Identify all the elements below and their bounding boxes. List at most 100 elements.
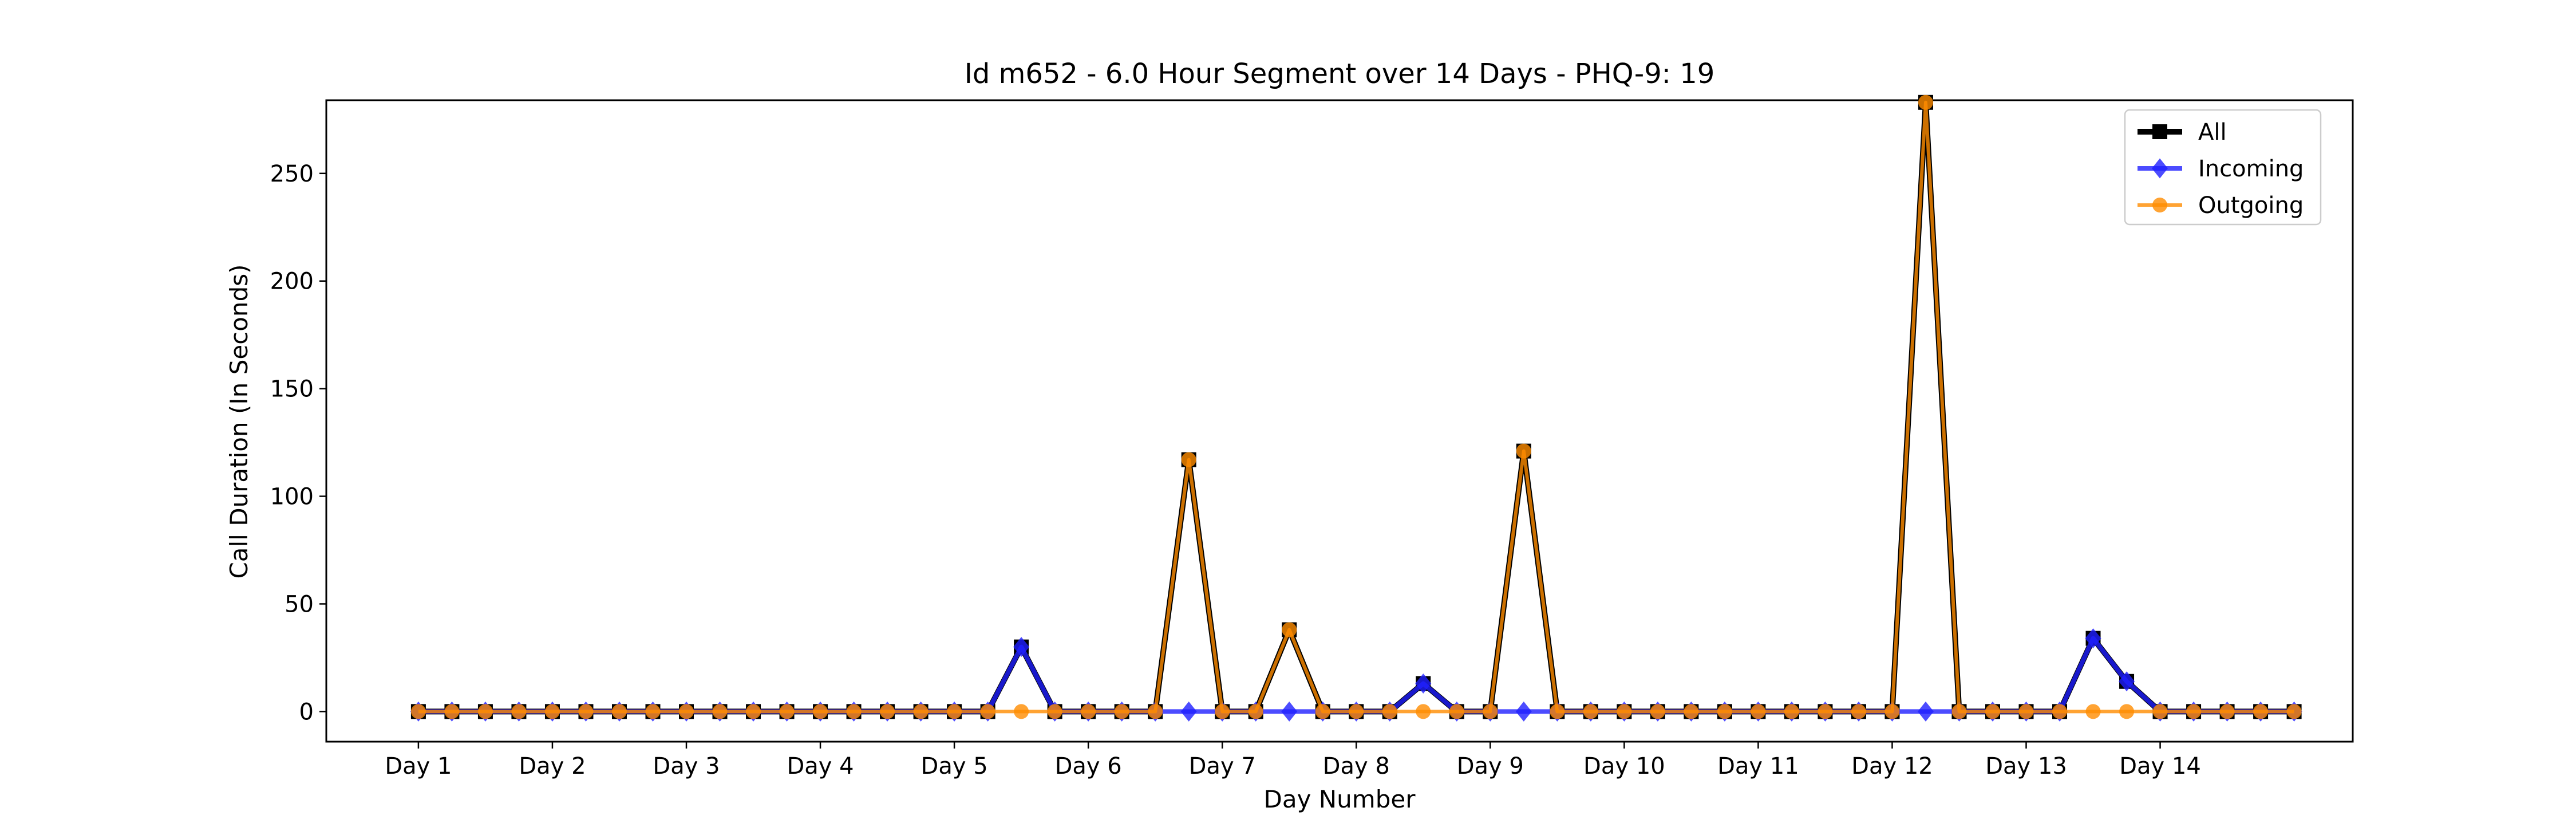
outgoing-point (578, 704, 594, 719)
outgoing-point (712, 704, 728, 719)
incoming-point (1281, 701, 1298, 722)
legend: All Incoming Outgoing (2124, 109, 2322, 226)
incoming-line (418, 636, 2294, 714)
axes: 0 50 100 150 200 250 Day 1 Day 2 Day 3 Day 4 Day 5… (270, 99, 2354, 779)
outgoing-point (913, 704, 929, 719)
y-tick-label: 50 (285, 591, 314, 617)
y-tick-label: 250 (270, 161, 314, 187)
outgoing-point (746, 704, 761, 719)
outgoing-point (2119, 704, 2135, 719)
incoming-point (1415, 674, 1432, 694)
outgoing-point (1047, 704, 1062, 719)
outgoing-point (511, 704, 527, 719)
incoming-point (2085, 628, 2101, 649)
outgoing-point (1818, 704, 1833, 719)
outgoing-point (2253, 704, 2269, 719)
legend-label-all: All (2198, 119, 2227, 145)
outgoing-point (1014, 704, 1029, 719)
outgoing-point (1851, 704, 1866, 719)
outgoing-point (1617, 704, 1632, 719)
outgoing-point (1717, 704, 1732, 719)
legend-marker-all (2152, 124, 2167, 139)
x-tick-label: Day 8 (1323, 753, 1390, 779)
incoming-point (1013, 637, 1030, 657)
x-tick-label: Day 3 (653, 753, 720, 779)
outgoing-point (1181, 452, 1196, 467)
outgoing-point (1751, 704, 1766, 719)
outgoing-point (2219, 704, 2235, 719)
x-tick-label: Day 13 (1985, 753, 2067, 779)
x-tick-label: Day 9 (1457, 753, 1524, 779)
outgoing-line (418, 100, 2294, 714)
x-tick-label: Day 5 (921, 753, 988, 779)
outgoing-point (1516, 443, 1531, 459)
incoming-point (1917, 701, 1934, 722)
outgoing-point (1349, 704, 1364, 719)
outgoing-point (1282, 622, 1297, 637)
outgoing-point (1650, 704, 1665, 719)
x-tick-label: Day 6 (1055, 753, 1122, 779)
outgoing-point (947, 704, 962, 719)
outgoing-point (410, 704, 426, 719)
plot-area (410, 94, 2302, 722)
outgoing-point (846, 704, 862, 719)
y-tick-label: 0 (299, 699, 314, 725)
outgoing-point (444, 704, 460, 719)
outgoing-point (1684, 704, 1699, 719)
legend-label-outgoing: Outgoing (2198, 192, 2304, 219)
plot-frame (325, 99, 2354, 743)
series-all (410, 94, 2302, 719)
legend-label-incoming: Incoming (2198, 156, 2304, 182)
x-tick-label: Day 7 (1189, 753, 1256, 779)
outgoing-point (1985, 704, 2000, 719)
legend-marker-incoming (2152, 158, 2168, 179)
outgoing-point (1215, 704, 1230, 719)
x-tick-label: Day 10 (1583, 753, 1665, 779)
outgoing-point (477, 704, 493, 719)
outgoing-point (880, 704, 895, 719)
outgoing-point (1315, 704, 1330, 719)
outgoing-point (611, 704, 627, 719)
incoming-point (1515, 701, 1532, 722)
outgoing-point (645, 704, 661, 719)
outgoing-point (1449, 704, 1464, 719)
incoming-point (1180, 701, 1197, 722)
outgoing-point (1951, 704, 1967, 719)
outgoing-point (1382, 704, 1397, 719)
legend-box (2124, 109, 2322, 226)
y-tick-label: 100 (270, 484, 314, 510)
outgoing-point (1483, 704, 1498, 719)
x-tick-label: Day 11 (1717, 753, 1799, 779)
x-tick-label: Day 4 (787, 753, 854, 779)
outgoing-point (980, 704, 995, 719)
outgoing-point (1583, 704, 1598, 719)
x-tick-label: Day 14 (2119, 753, 2201, 779)
outgoing-point (1114, 704, 1129, 719)
outgoing-point (1550, 704, 1565, 719)
series-outgoing (410, 94, 2302, 719)
outgoing-point (2286, 704, 2302, 719)
incoming-point (2119, 671, 2135, 692)
y-tick-label: 200 (270, 269, 314, 295)
x-axis-label: Day Number (1263, 785, 1416, 813)
outgoing-point (679, 704, 694, 719)
outgoing-point (1416, 704, 1431, 719)
outgoing-point (1148, 704, 1163, 719)
outgoing-point (1884, 704, 1900, 719)
y-tick-label: 150 (270, 376, 314, 403)
outgoing-point (2085, 704, 2101, 719)
outgoing-point (2052, 704, 2068, 719)
outgoing-point (779, 704, 795, 719)
x-tick-label: Day 1 (385, 753, 452, 779)
legend-marker-outgoing (2152, 198, 2167, 212)
outgoing-point (2186, 704, 2202, 719)
chart-title: Id m652 - 6.0 Hour Segment over 14 Days … (965, 58, 1715, 90)
x-tick-label: Day 12 (1851, 753, 1933, 779)
outgoing-point (2018, 704, 2034, 719)
outgoing-point (1918, 94, 1933, 110)
y-axis-label: Call Duration (In Seconds) (225, 264, 253, 578)
outgoing-point (1081, 704, 1096, 719)
outgoing-point (544, 704, 560, 719)
